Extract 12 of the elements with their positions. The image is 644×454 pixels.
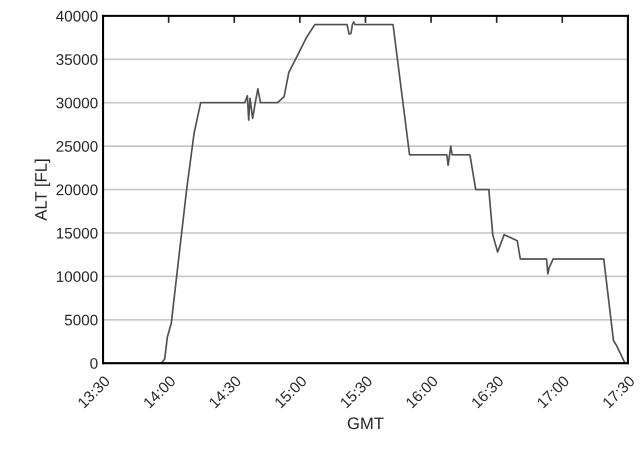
y-tick-label: 5000 (64, 314, 98, 326)
y-tick-label: 35000 (56, 54, 98, 65)
line-series (160, 21, 626, 364)
y-tick-label: 20000 (56, 184, 98, 196)
y-axis-title: ALT [FL] (34, 160, 50, 221)
y-tick-label: 0 (90, 358, 98, 369)
y-tick-label: 10000 (56, 271, 98, 282)
y-tick-label: 30000 (56, 98, 98, 108)
y-tick-label: 40000 (56, 10, 98, 22)
y-tick-label: 25000 (56, 141, 98, 152)
y-tick-label: 15000 (56, 228, 98, 239)
x-axis-title: GMT (348, 417, 384, 430)
